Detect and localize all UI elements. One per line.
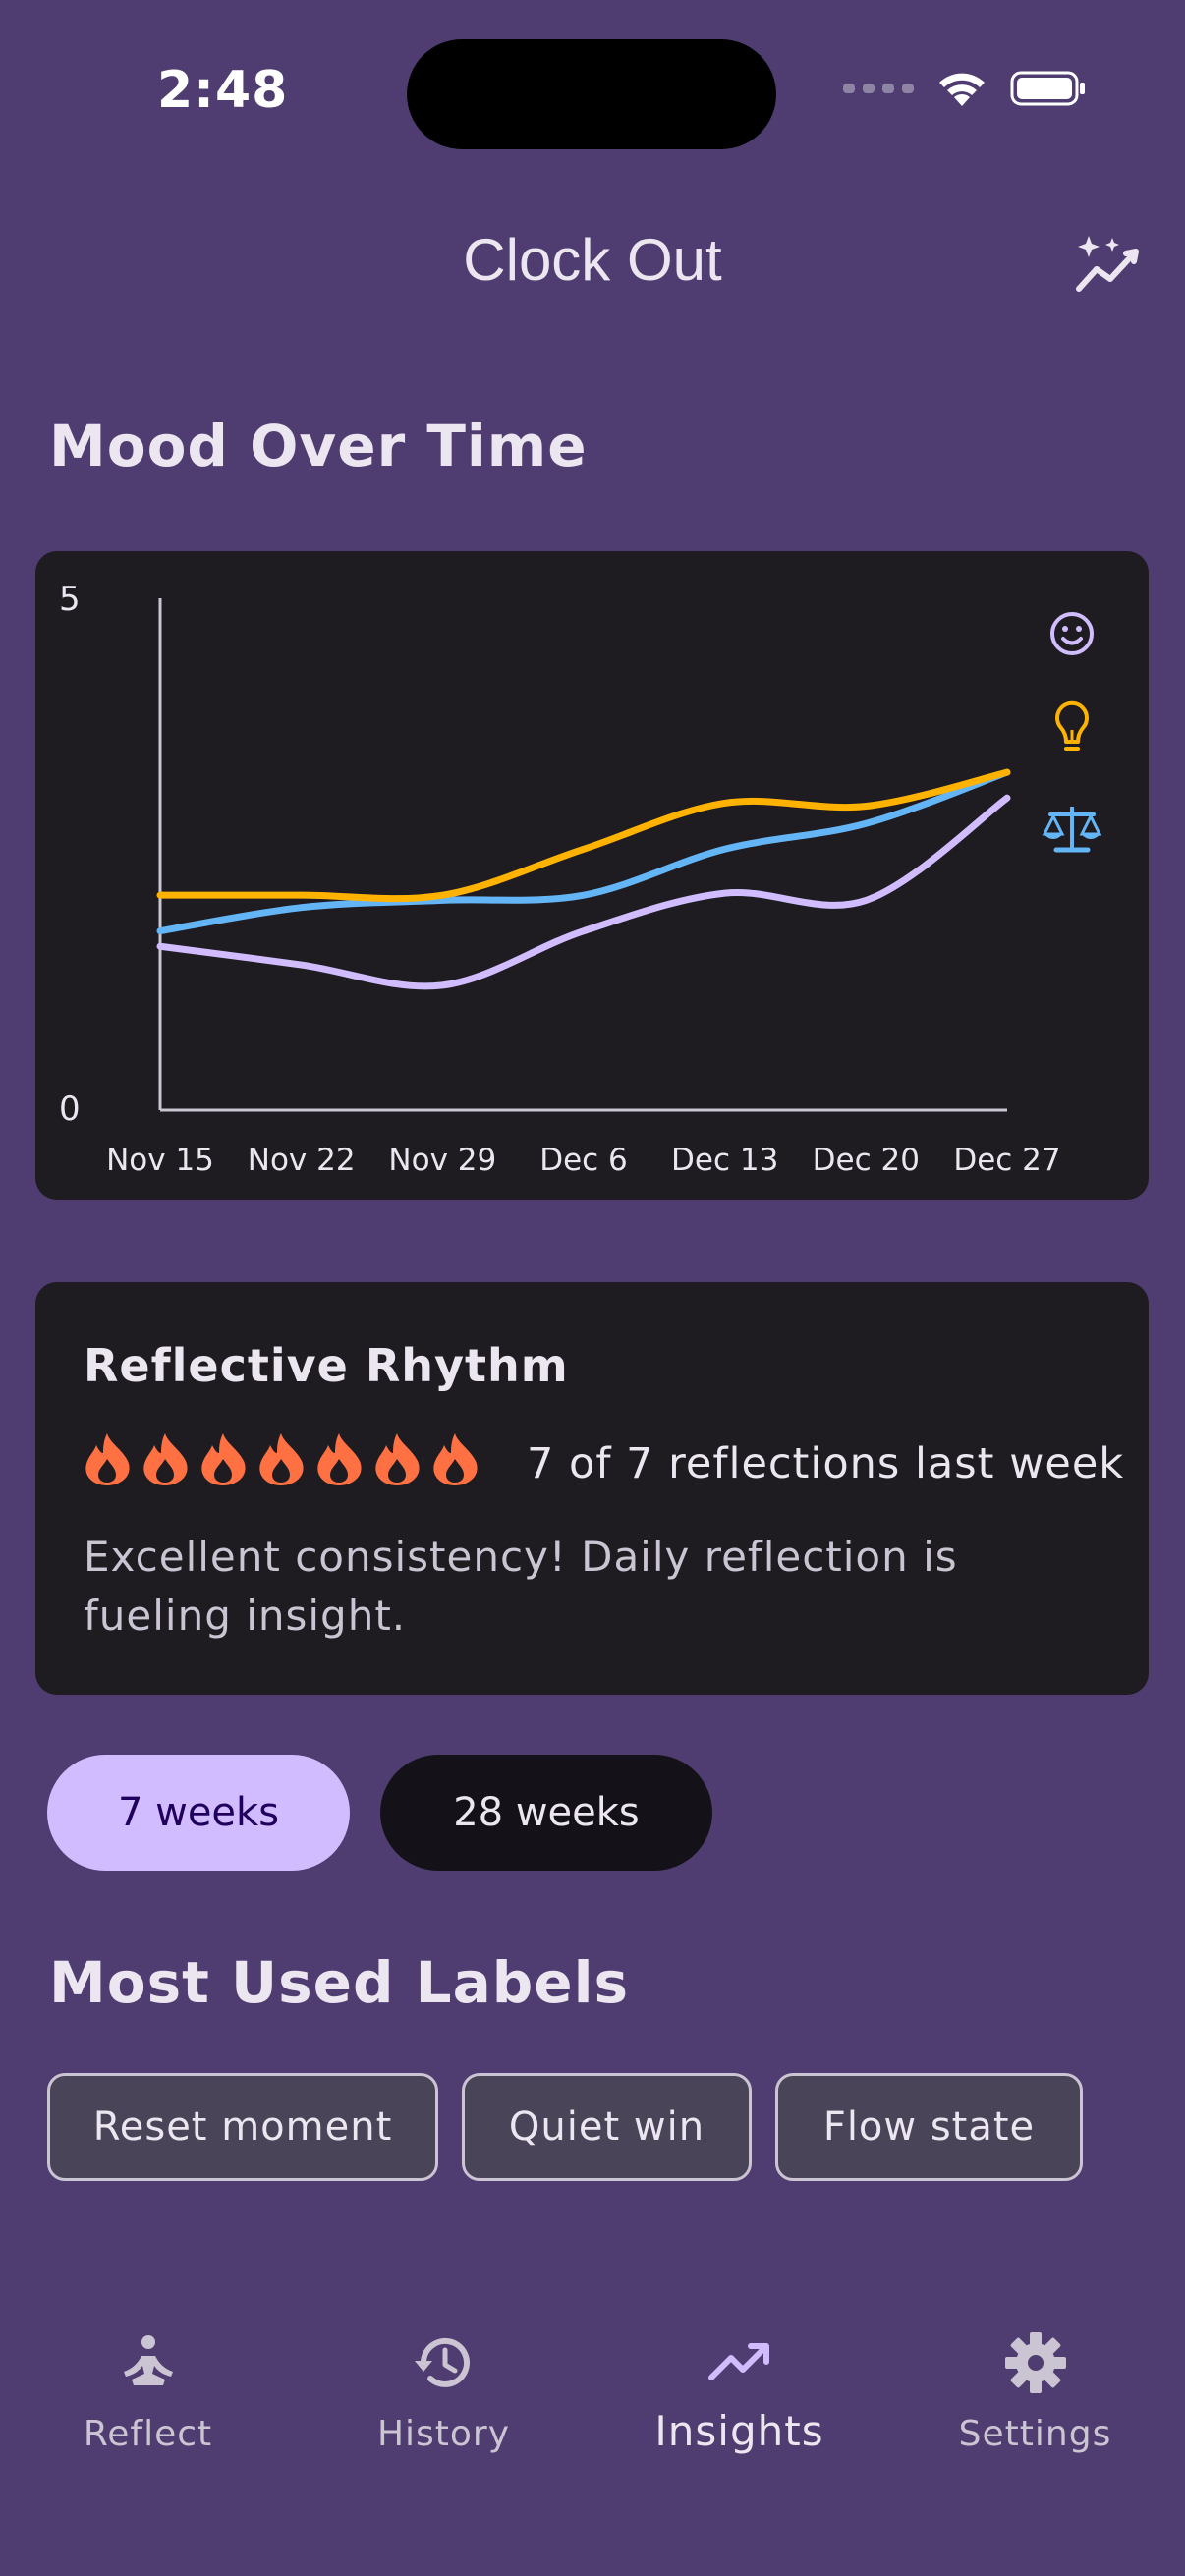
cellular-signal-icon [843,84,914,93]
nav-item-reflect[interactable]: Reflect [0,2289,296,2486]
rhythm-description: Excellent consistency! Daily reflection … [84,1533,958,1640]
x-tick-label: Nov 29 [388,1143,496,1178]
labels-section-title: Most Used Labels [49,1949,630,2016]
y-tick-label: 0 [59,1090,81,1129]
series-line-lightbulb [156,768,1011,903]
nav-label-history: History [376,2414,511,2454]
nav-item-history[interactable]: History [296,2289,592,2486]
x-tick-label: Dec 13 [671,1143,778,1178]
flame-icon [143,1433,188,1485]
status-time: 2:48 [157,61,289,120]
x-tick-label: Nov 22 [248,1143,356,1178]
series-line-smiley [156,794,1011,990]
flame-icon [259,1433,304,1485]
nav-label-settings: Settings [958,2414,1112,2454]
rhythm-count: 7 of 7 reflections last week [527,1439,1125,1488]
flame-icon [433,1433,478,1485]
mood-section-title: Mood Over Time [49,413,588,479]
flame-icon [375,1433,420,1485]
nav-label-reflect: Reflect [83,2414,213,2454]
series-line-balance-scale [156,768,1011,935]
flame-icon [201,1433,246,1485]
wifi-icon [939,73,985,106]
label-chip[interactable]: Flow state [775,2073,1083,2181]
x-tick-label: Dec 6 [539,1143,628,1178]
rhythm-title: Reflective Rhythm [84,1339,569,1392]
range-28-weeks-button[interactable]: 28 weeks [380,1755,712,1871]
flame-icon [85,1433,130,1485]
nav-item-insights[interactable]: Insights [592,2289,887,2486]
status-icons [843,69,1087,108]
mood-chart-card: 5 0 Nov 15 Nov 22 Nov 29 Dec 6 Dec 13 Dec 20 De… [35,551,1149,1200]
status-bar: 2:48 [0,0,1185,196]
y-tick-label: 5 [59,580,81,619]
label-chip[interactable]: Quiet win [462,2073,752,2181]
x-tick-label: Dec 27 [953,1143,1060,1178]
mood-chart: 5 0 Nov 15 Nov 22 Nov 29 Dec 6 Dec 13 Dec 20 De… [59,580,1102,1178]
bottom-navigation: Reflect History Insights [0,2289,1185,2576]
lightbulb-icon [1055,700,1089,751]
nav-item-settings[interactable]: Settings [887,2289,1183,2486]
auto-graph-icon[interactable] [1069,228,1148,307]
reflective-rhythm-card: Reflective Rhythm 7 of 7 reflections las… [35,1282,1149,1695]
flame-icon [317,1433,362,1485]
dynamic-island [407,39,776,149]
trending-up-icon [707,2343,769,2380]
x-tick-label: Dec 20 [813,1143,920,1178]
meditation-icon [123,2335,173,2385]
flame-streak [83,1431,480,1486]
nav-label-insights: Insights [654,2407,824,2455]
history-icon [414,2337,470,2387]
x-tick-label: Nov 15 [106,1143,214,1178]
battery-icon [1010,71,1085,106]
label-chip[interactable]: Reset moment [47,2073,438,2181]
balance-scale-icon [1042,807,1102,853]
app-title: Clock Out [463,227,722,293]
smiley-icon [1050,612,1094,655]
gear-icon [1004,2332,1066,2393]
range-7-weeks-button[interactable]: 7 weeks [47,1755,350,1871]
